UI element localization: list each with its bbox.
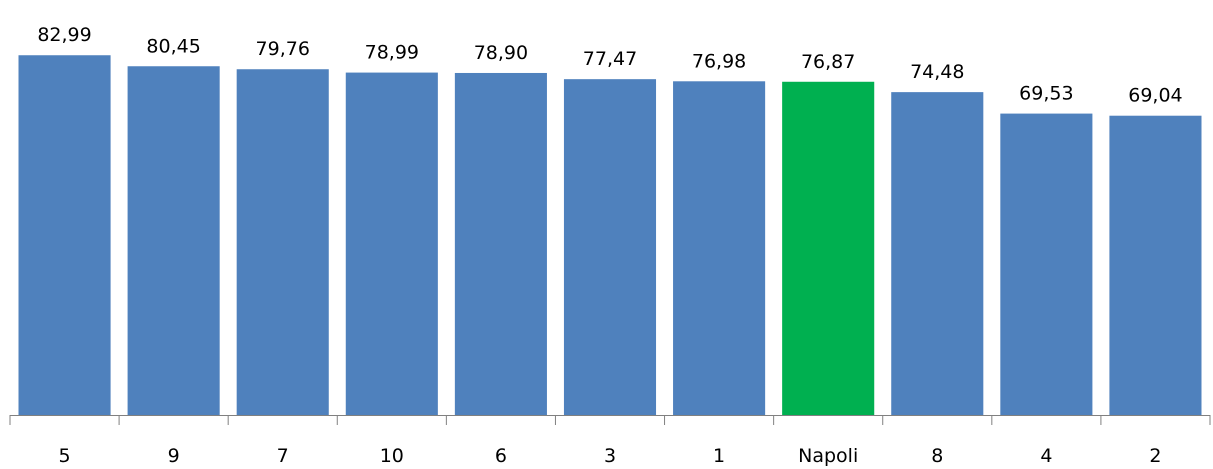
data-label-napoli: 76,87 (801, 51, 855, 73)
x-tick-label-10: 10 (380, 445, 404, 467)
bar-10 (345, 72, 438, 415)
x-tick-label-napoli: Napoli (798, 445, 858, 467)
bar-7 (236, 69, 329, 416)
x-tick-label-9: 9 (168, 445, 180, 467)
data-label-5: 82,99 (37, 24, 91, 46)
data-label-9: 80,45 (146, 35, 200, 57)
data-labels-group: 82,99 80,45 79,76 78,99 78,90 77,47 76,98 76,87… (37, 24, 1182, 106)
bar-4 (1000, 113, 1093, 415)
x-axis-tick-labels-group: 5 9 7 10 6 3 1 Napoli 8 4 2 (59, 445, 1162, 467)
data-label-4: 69,53 (1019, 83, 1073, 105)
bar-9 (127, 66, 220, 415)
bar-8 (891, 92, 984, 415)
data-label-1: 76,98 (692, 50, 746, 72)
data-label-6: 78,90 (474, 42, 528, 64)
x-tick-label-8: 8 (931, 445, 943, 467)
x-tick-label-7: 7 (277, 445, 289, 467)
bar-1 (673, 81, 766, 415)
data-label-3: 77,47 (583, 48, 637, 70)
bar-napoli (782, 81, 875, 416)
x-tick-label-5: 5 (59, 445, 71, 467)
x-tick-label-4: 4 (1040, 445, 1052, 467)
bar-2 (1109, 115, 1202, 416)
data-label-7: 79,76 (256, 38, 310, 60)
x-tick-label-1: 1 (713, 445, 725, 467)
bar-3 (563, 79, 657, 416)
x-axis-ticks-group (9, 415, 1211, 425)
data-label-2: 69,04 (1128, 85, 1182, 107)
bar-6 (454, 72, 547, 415)
x-tick-label-3: 3 (604, 445, 616, 467)
bars-group (18, 55, 1202, 416)
data-label-8: 74,48 (910, 61, 964, 83)
x-tick-label-2: 2 (1149, 445, 1161, 467)
bar-5 (18, 55, 111, 416)
x-tick-label-6: 6 (495, 445, 507, 467)
data-label-10: 78,99 (365, 42, 419, 64)
